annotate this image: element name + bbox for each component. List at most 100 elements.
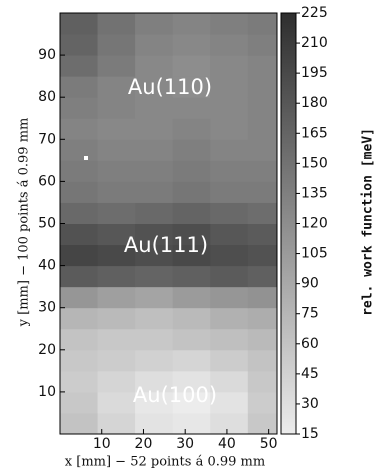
heat-cell	[97, 202, 136, 224]
heat-cell	[60, 55, 99, 77]
heat-cell	[172, 307, 211, 330]
heat-cell	[172, 13, 211, 35]
y-tick-label: 90	[38, 47, 56, 63]
annotation: Au(100)	[133, 383, 217, 407]
heat-cell	[210, 265, 249, 288]
y-tick-label: 50	[38, 216, 56, 232]
heat-cell	[247, 412, 278, 435]
heat-cell	[172, 160, 211, 182]
heat-cell	[60, 244, 99, 267]
heat-cell	[60, 34, 99, 56]
heat-cell	[210, 328, 249, 351]
heat-cell	[247, 160, 278, 182]
heat-cell	[247, 97, 278, 119]
heat-cell	[172, 328, 211, 351]
heat-cell	[135, 307, 174, 330]
annotation: Au(111)	[124, 233, 208, 257]
colorbar-tick-label: 225	[301, 5, 328, 21]
heat-cell	[135, 244, 174, 267]
x-tick-label: 20	[135, 436, 153, 452]
heat-cell	[97, 328, 136, 351]
heat-cell	[60, 265, 99, 288]
colorbar-tick-label: 90	[301, 276, 319, 292]
heat-cell	[97, 181, 136, 203]
x-tick-label: 10	[93, 436, 111, 452]
colorbar-tick-label: 45	[301, 366, 319, 382]
heat-cell	[97, 286, 136, 309]
heat-cell	[135, 349, 174, 372]
heat-cell	[172, 370, 211, 393]
heat-cell	[60, 286, 99, 309]
heat-cell	[97, 370, 136, 393]
colorbar	[280, 12, 297, 435]
heat-cell	[210, 244, 249, 267]
colorbar-tick-label: 195	[301, 65, 328, 81]
y-tick-label: 10	[38, 384, 56, 400]
heat-cell	[172, 202, 211, 224]
heat-cell	[60, 13, 99, 35]
colorbar-tick-label: 165	[301, 125, 328, 141]
heat-cell	[60, 181, 99, 203]
heat-cell	[210, 13, 249, 35]
heat-cell	[247, 139, 278, 161]
marker-dot	[84, 156, 88, 160]
heat-cell	[60, 328, 99, 351]
colorbar-tick-label: 60	[301, 336, 319, 352]
heat-cell	[172, 76, 211, 98]
heat-cell	[60, 223, 99, 246]
heat-cell	[172, 412, 211, 435]
heat-cell	[247, 34, 278, 56]
y-axis-label: y [mm] − 100 points á 0.99 mm	[17, 118, 32, 328]
heat-cell	[60, 76, 99, 98]
heat-cell	[247, 349, 278, 372]
heat-cell	[97, 97, 136, 119]
colorbar-tick-label: 150	[301, 155, 328, 171]
heat-cell	[97, 160, 136, 182]
heat-cell	[135, 265, 174, 288]
heat-cell	[247, 76, 278, 98]
heat-cell	[172, 118, 211, 140]
colorbar-tick-label: 15	[301, 426, 319, 442]
heat-cell	[135, 223, 174, 246]
heat-cell	[135, 76, 174, 98]
y-tick-label: 40	[38, 258, 56, 274]
heat-cell	[97, 13, 136, 35]
y-tick-label: 60	[38, 173, 56, 189]
heat-cell	[247, 181, 278, 203]
heat-cell	[97, 244, 136, 267]
heat-cell	[135, 181, 174, 203]
heat-cell	[135, 370, 174, 393]
heat-cell	[60, 391, 99, 414]
heat-cell	[247, 244, 278, 267]
heat-cell	[97, 55, 136, 77]
colorbar-tick-label: 120	[301, 216, 328, 232]
heat-cell	[172, 181, 211, 203]
heat-cell	[247, 370, 278, 393]
heat-cell	[60, 202, 99, 224]
heat-cell	[135, 139, 174, 161]
y-tick-label: 30	[38, 300, 56, 316]
heat-cell	[210, 139, 249, 161]
x-tick-label: 30	[176, 436, 194, 452]
heat-cell	[60, 139, 99, 161]
colorbar-tick-label: 30	[301, 396, 319, 412]
x-axis-label: x [mm] − 52 points á 0.99 mm	[65, 455, 265, 470]
heat-cell	[135, 118, 174, 140]
heat-cell	[210, 223, 249, 246]
heat-cell	[210, 307, 249, 330]
heat-cell	[172, 265, 211, 288]
heat-cell	[135, 97, 174, 119]
heat-cell	[135, 34, 174, 56]
heat-cell	[97, 34, 136, 56]
heat-cell	[210, 34, 249, 56]
annotation: Au(110)	[128, 75, 212, 99]
colorbar-label: rel. work function [meV]	[361, 128, 376, 316]
heat-cell	[60, 118, 99, 140]
heat-cell	[172, 391, 211, 414]
y-tick-label: 20	[38, 342, 56, 358]
colorbar-tick-label: 180	[301, 95, 328, 111]
heat-cell	[172, 97, 211, 119]
y-tick-label: 80	[38, 89, 56, 105]
heat-cell	[172, 139, 211, 161]
